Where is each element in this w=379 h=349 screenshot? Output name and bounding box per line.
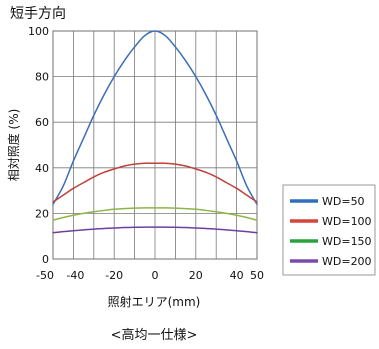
x-tick-label: 50 — [250, 269, 264, 282]
legend-label: WD=150 — [322, 235, 372, 248]
series-layer — [52, 30, 258, 234]
x-tick-label: 20 — [189, 269, 203, 282]
y-tick-label: 0 — [42, 253, 49, 266]
y-tick-label: 40 — [35, 162, 49, 175]
x-tick-label: -40 — [66, 269, 84, 282]
y-axis-label: 相対照度 (%) — [6, 109, 21, 182]
legend: WD=50 WD=100 WD=150 WD=200 — [282, 184, 376, 276]
x-tick-label: 40 — [230, 269, 244, 282]
plot-area — [52, 30, 258, 260]
chart-caption: <高均一仕様> — [111, 327, 198, 343]
legend-label: WD=200 — [322, 255, 372, 268]
legend-items: WD=50 WD=100 WD=150 WD=200 — [290, 195, 372, 268]
y-tick-label: 80 — [35, 71, 49, 84]
x-tick-label: -50 — [36, 269, 54, 282]
series-line-wd-50 — [52, 30, 258, 206]
chart-title: 短手方向 — [10, 6, 66, 22]
legend-label: WD=100 — [322, 215, 372, 228]
y-tick-label: 60 — [35, 116, 49, 129]
y-tick-label: 20 — [35, 207, 49, 220]
y-tick-labels: 0 20 40 60 80 100 — [28, 25, 49, 266]
x-axis-label: 照射エリア(mm) — [108, 294, 201, 309]
legend-label: WD=50 — [322, 195, 365, 208]
series-line-wd-100 — [52, 162, 258, 203]
x-tick-label: 0 — [152, 269, 159, 282]
x-tick-label: -20 — [105, 269, 123, 282]
x-tick-labels: -50 -40 -20 0 20 40 50 — [36, 269, 264, 282]
series-line-wd-200 — [52, 226, 258, 234]
grid-layer — [52, 30, 258, 260]
series-line-wd-150 — [52, 207, 258, 221]
y-tick-label: 100 — [28, 25, 49, 38]
